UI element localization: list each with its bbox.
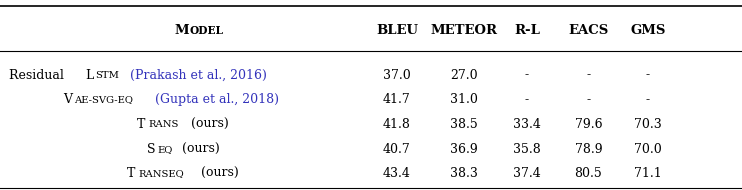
Text: 35.8: 35.8 (513, 143, 541, 156)
Text: 27.0: 27.0 (450, 69, 478, 82)
Text: METEOR: METEOR (430, 24, 497, 37)
Text: (Gupta et al., 2018): (Gupta et al., 2018) (151, 93, 278, 106)
Text: (ours): (ours) (187, 118, 229, 131)
Text: 37.0: 37.0 (383, 69, 411, 82)
Text: 80.5: 80.5 (574, 167, 603, 180)
Text: 31.0: 31.0 (450, 93, 478, 106)
Text: (Prakash et al., 2016): (Prakash et al., 2016) (126, 69, 267, 82)
Text: 70.0: 70.0 (634, 143, 662, 156)
Text: ODEL: ODEL (189, 25, 223, 36)
Text: RANSEQ: RANSEQ (138, 169, 184, 178)
Text: Residual: Residual (9, 69, 68, 82)
Text: 37.4: 37.4 (513, 167, 541, 180)
Text: 38.3: 38.3 (450, 167, 478, 180)
Text: 36.9: 36.9 (450, 143, 478, 156)
Text: 43.4: 43.4 (383, 167, 411, 180)
Text: V: V (63, 93, 72, 106)
Text: L: L (85, 69, 93, 82)
Text: -: - (586, 69, 591, 82)
Text: 71.1: 71.1 (634, 167, 662, 180)
Text: EQ: EQ (158, 145, 173, 154)
Text: -: - (646, 69, 650, 82)
Text: 78.9: 78.9 (574, 143, 603, 156)
Text: -: - (525, 69, 529, 82)
Text: 41.8: 41.8 (383, 118, 411, 131)
Text: 33.4: 33.4 (513, 118, 541, 131)
Text: AE-SVG-EQ: AE-SVG-EQ (74, 95, 134, 104)
Text: R-L: R-L (514, 24, 539, 37)
Text: S: S (147, 143, 155, 156)
Text: GMS: GMS (630, 24, 666, 37)
Text: 41.7: 41.7 (383, 93, 411, 106)
Text: (ours): (ours) (197, 167, 239, 180)
Text: M: M (174, 24, 189, 37)
Text: STM: STM (96, 70, 119, 80)
Text: 38.5: 38.5 (450, 118, 478, 131)
Text: T: T (128, 167, 136, 180)
Text: -: - (586, 93, 591, 106)
Text: 40.7: 40.7 (383, 143, 411, 156)
Text: BLEU: BLEU (376, 24, 418, 37)
Text: 79.6: 79.6 (574, 118, 603, 131)
Text: RANS: RANS (148, 120, 179, 129)
Text: 70.3: 70.3 (634, 118, 662, 131)
Text: T: T (137, 118, 145, 131)
Text: -: - (525, 93, 529, 106)
Text: EACS: EACS (568, 24, 608, 37)
Text: (ours): (ours) (177, 143, 220, 156)
Text: -: - (646, 93, 650, 106)
